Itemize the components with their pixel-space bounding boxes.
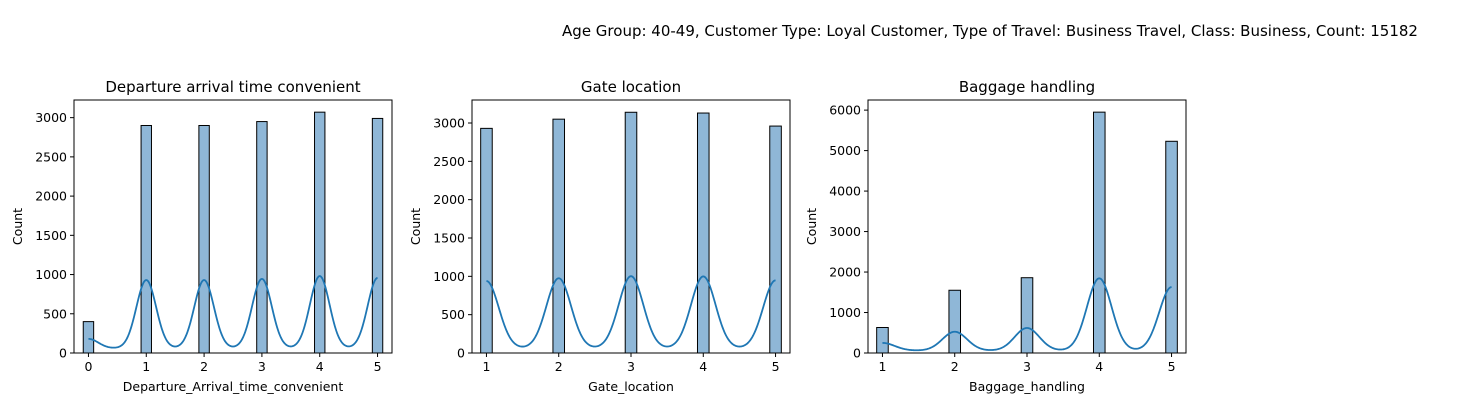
x-tick-label: 2 <box>951 359 959 374</box>
y-tick-label: 1000 <box>35 267 67 282</box>
x-tick-label: 1 <box>482 359 490 374</box>
x-tick-label: 3 <box>627 359 635 374</box>
x-tick-label: 5 <box>374 359 382 374</box>
histogram-bar <box>696 112 710 354</box>
subplot-title: Departure arrival time convenient <box>105 78 360 96</box>
subplot-3: Baggage handling 1 2 3 4 5 0 1000 2000 3000 4000 50… <box>804 78 1187 394</box>
y-tick-label: 2000 <box>829 265 861 280</box>
histogram-bar <box>948 289 962 354</box>
y-tick-label: 500 <box>441 307 465 322</box>
y-tick-label: 1000 <box>829 305 861 320</box>
x-tick-label: 0 <box>84 359 92 374</box>
y-tick-label: 3000 <box>433 116 465 131</box>
y-tick-label: 500 <box>43 306 67 321</box>
axes-frame <box>73 99 393 354</box>
histogram-bar <box>1020 277 1034 354</box>
y-tick-label: 2000 <box>35 189 67 204</box>
y-tick-label: 0 <box>853 346 861 361</box>
histogram-bar <box>1165 140 1178 354</box>
y-tick-label: 2000 <box>433 192 465 207</box>
y-tick-label: 0 <box>457 346 465 361</box>
x-tick-label: 2 <box>200 359 208 374</box>
x-tick-label: 2 <box>555 359 563 374</box>
y-tick-label: 1000 <box>433 269 465 284</box>
histogram-bar <box>624 111 638 354</box>
x-tick-label: 4 <box>1095 359 1103 374</box>
histogram-bar <box>140 124 152 354</box>
y-tick-label: 2500 <box>35 149 67 164</box>
y-tick-label: 2500 <box>433 154 465 169</box>
figure-suptitle: Age Group: 40-49, Customer Type: Loyal C… <box>562 22 1418 40</box>
subplot-2: Gate location 1 2 3 4 5 0 500 1000 1500 2000 2500 30… <box>408 78 791 394</box>
y-tick-label: 1500 <box>433 231 465 246</box>
kde-curve <box>486 275 776 348</box>
x-tick-label: 1 <box>878 359 886 374</box>
x-axis-label: Gate_location <box>588 379 674 394</box>
histogram-bar <box>552 118 566 354</box>
subplot-title: Baggage handling <box>959 78 1095 96</box>
x-tick-label: 4 <box>699 359 707 374</box>
kde-curve <box>882 277 1172 352</box>
y-tick-label: 1500 <box>35 228 67 243</box>
y-tick-label: 3000 <box>829 224 861 239</box>
x-tick-label: 5 <box>1168 359 1176 374</box>
histogram-bar <box>1092 111 1106 354</box>
x-axis-label: Departure_Arrival_time_convenient <box>123 379 344 394</box>
x-tick-label: 3 <box>1023 359 1031 374</box>
histogram-bar <box>256 121 268 354</box>
y-axis-label: Count <box>408 208 423 245</box>
x-tick-label: 1 <box>142 359 150 374</box>
histogram-bar <box>314 111 326 354</box>
histogram-bar <box>480 127 493 354</box>
x-tick-label: 4 <box>316 359 324 374</box>
y-axis-label: Count <box>10 208 25 245</box>
kde-curve <box>88 275 378 349</box>
y-axis-label: Count <box>804 208 819 245</box>
x-tick-label: 3 <box>258 359 266 374</box>
y-tick-label: 3000 <box>35 110 67 125</box>
y-tick-label: 0 <box>59 346 67 361</box>
histogram-bar <box>876 326 889 354</box>
x-tick-label: 5 <box>772 359 780 374</box>
subplot-title: Gate location <box>581 78 681 96</box>
x-axis-label: Baggage_handling <box>969 379 1085 394</box>
histogram-bar <box>769 125 782 354</box>
histogram-bar <box>82 321 95 354</box>
histogram-bar <box>198 124 210 354</box>
y-tick-label: 6000 <box>829 103 861 118</box>
y-tick-label: 5000 <box>829 143 861 158</box>
y-tick-label: 4000 <box>829 184 861 199</box>
histogram-bar <box>371 117 384 354</box>
